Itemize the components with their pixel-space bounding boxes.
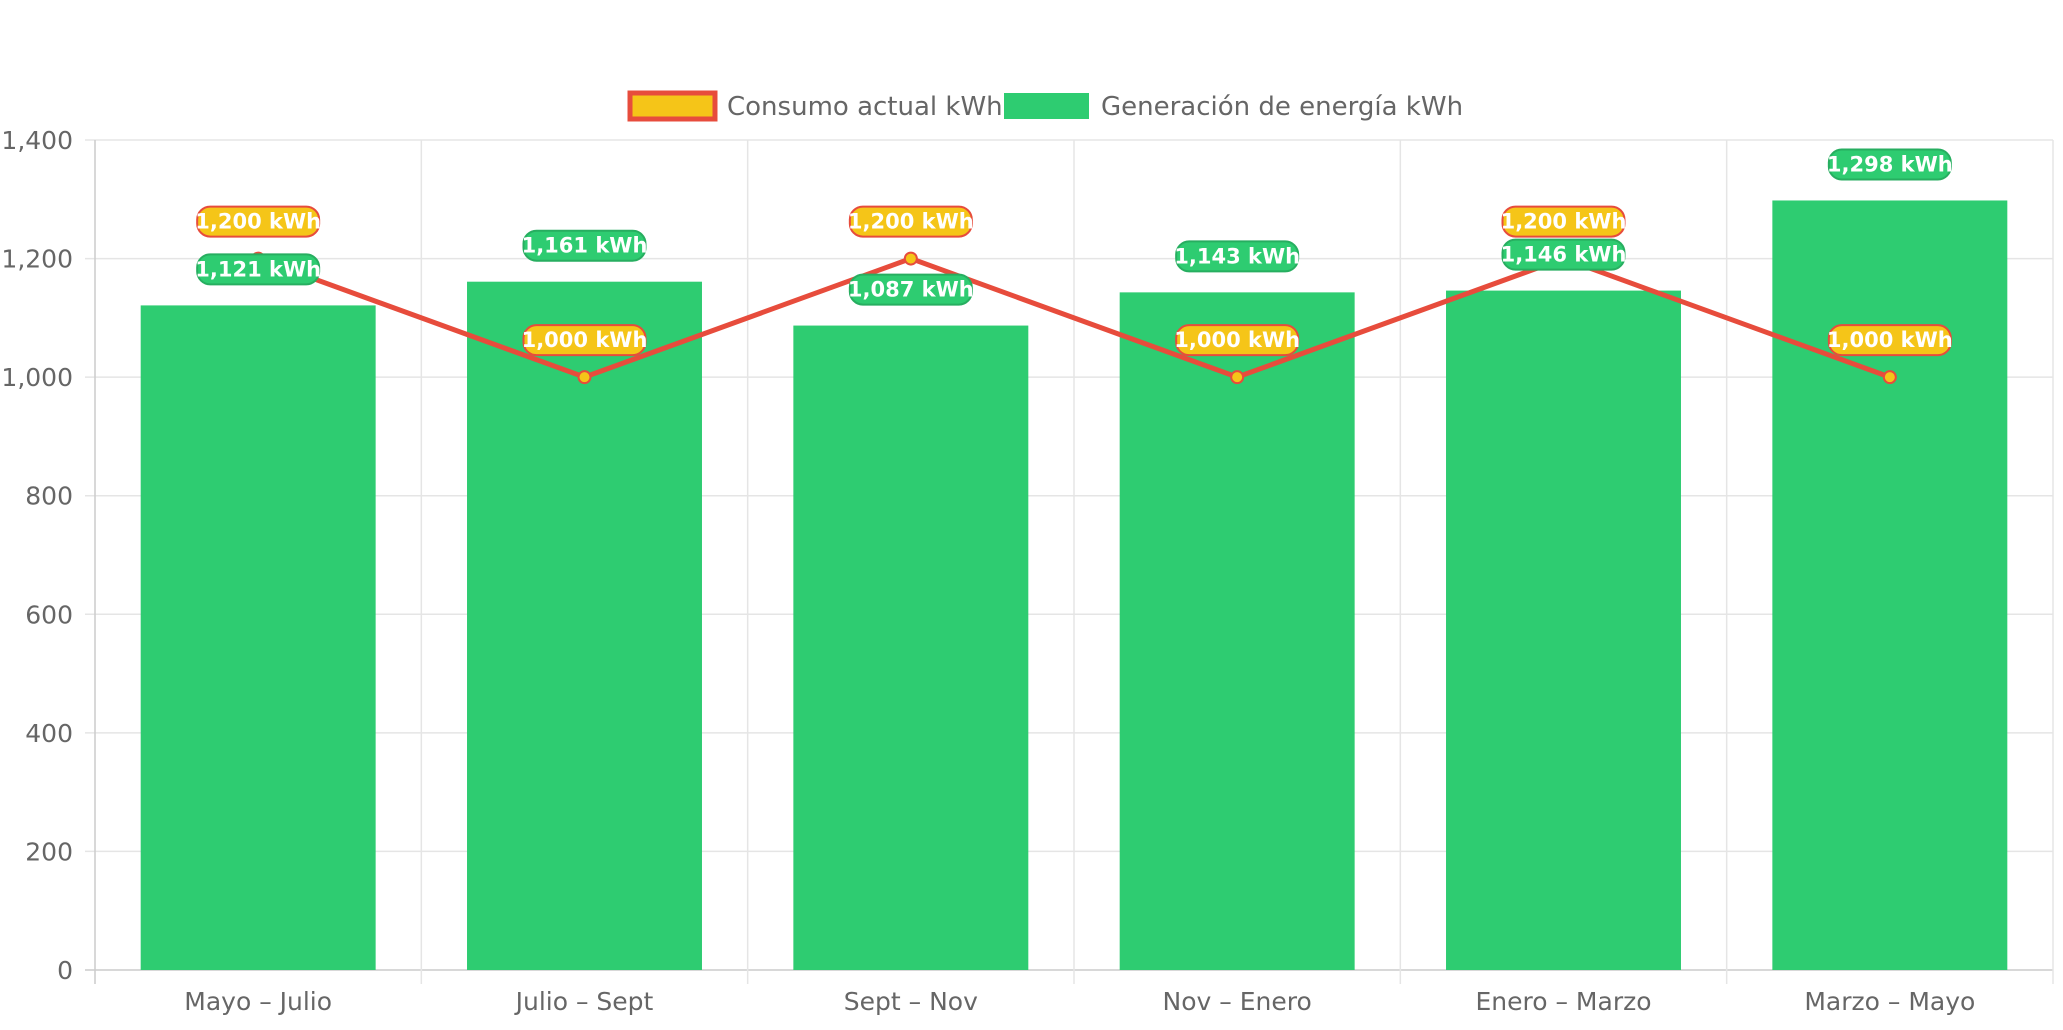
line-data-label: 1,200 kWh [848,205,974,238]
bar-data-label-text: 1,298 kWh [1827,152,1953,176]
y-tick-label: 600 [25,600,73,629]
line-data-label-text: 1,000 kWh [1827,328,1953,352]
bar [1446,290,1681,971]
legend-label: Consumo actual kWh [727,92,1003,122]
bar-data-label-text: 1,146 kWh [1501,243,1627,267]
bar-data-label: 1,087 kWh [848,273,974,306]
bar-data-label: 1,161 kWh [522,229,648,262]
bar-data-label-bg [1175,240,1300,273]
bar-data-label-text: 1,087 kWh [848,278,974,302]
line-data-label-bg [848,205,973,238]
x-tick-label: Mayo – Julio [184,987,332,1016]
line-data-label-text: 1,000 kWh [1174,328,1300,352]
line-data-label-bg [522,324,647,357]
y-tick-label: 200 [25,837,73,866]
line-data-label-text: 1,000 kWh [522,328,648,352]
line-data-label-bg [1827,324,1952,357]
bar-data-label-bg [196,253,321,286]
x-tick-label: Nov – Enero [1163,987,1312,1016]
y-tick-label: 1,000 [1,363,73,392]
legend-swatch [627,90,718,122]
line-data-label-text: 1,200 kWh [1501,210,1627,234]
data-labels: 1,121 kWh 1,161 kWh 1,087 kWh 1,143 kWh 1,14… [195,148,1953,357]
x-tick-label: Julio – Sept [514,987,654,1016]
bar [1772,200,2008,970]
bar-data-label-bg [848,273,973,306]
bar-data-label-text: 1,161 kWh [522,234,648,258]
y-tick-label: 800 [25,482,73,511]
legend-item-consumo[interactable]: Consumo actual kWh [627,90,1003,122]
bar-data-label: 1,298 kWh [1827,148,1953,181]
x-tick-label: Enero – Marzo [1475,987,1651,1016]
grid [85,139,2054,984]
line-data-label-bg [1175,324,1300,357]
line-data-label-text: 1,200 kWh [848,210,974,234]
line-data-label-bg [196,205,321,238]
y-tick-label: 1,400 [1,126,73,155]
bar-data-label-bg [1501,238,1626,271]
legend-label: Generación de energía kWh [1101,92,1463,122]
bar-data-label-text: 1,121 kWh [195,257,321,281]
y-tick-label: 400 [25,719,73,748]
line-data-label: 1,200 kWh [1501,205,1627,238]
legend-item-generacion[interactable]: Generación de energía kWh [1004,92,1463,122]
line-data-label: 1,000 kWh [1174,324,1300,357]
y-tick-label: 1,200 [1,245,73,274]
line-point [577,370,592,385]
line-data-label: 1,000 kWh [1827,324,1953,357]
bar-data-label-bg [1827,148,1952,181]
bar [467,281,702,970]
x-tick-label: Sept – Nov [844,987,978,1016]
line-point [903,251,918,266]
bar [1119,292,1355,971]
legend-swatch [1004,93,1089,119]
line-data-label-text: 1,200 kWh [195,210,321,234]
line-path [257,255,1891,380]
bar-data-label: 1,121 kWh [195,253,321,286]
x-tick-label: Marzo – Mayo [1804,987,1975,1016]
axes: 0 200 400 600 800 1,000 1,200 1,400 Mayo – Julio… [1,126,1975,1016]
line-point [1882,370,1897,385]
bar [140,305,376,971]
line-data-label-bg [1501,205,1626,238]
bars [140,200,2008,971]
bar [793,325,1029,970]
bar-data-label: 1,146 kWh [1501,238,1627,271]
line-point [1230,370,1245,385]
bar-data-label-bg [522,229,647,262]
line-data-label: 1,000 kWh [522,324,648,357]
y-tick-label: 0 [57,956,73,985]
legend: Consumo actual kWh Generación de energía … [627,90,1463,122]
line-data-label: 1,200 kWh [195,205,321,238]
bar-data-label: 1,143 kWh [1174,240,1300,273]
bar-data-label-text: 1,143 kWh [1174,244,1300,268]
